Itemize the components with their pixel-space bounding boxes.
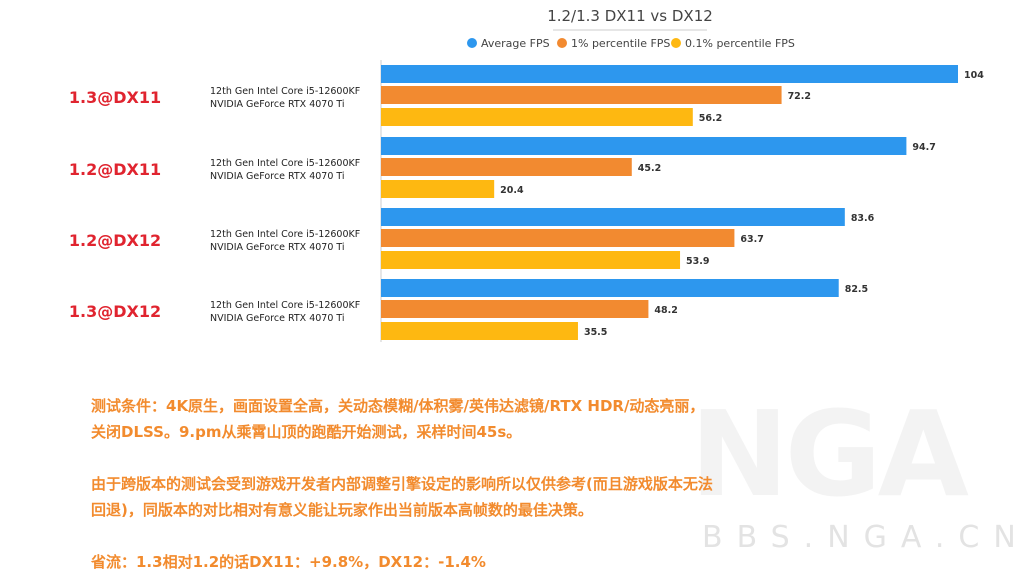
chart-title: 1.2/1.3 DX11 vs DX12 xyxy=(547,7,713,25)
data-label: 104 xyxy=(964,70,984,81)
note-gap xyxy=(91,445,811,471)
bar xyxy=(381,108,693,126)
bar xyxy=(381,180,495,198)
bar xyxy=(381,86,782,104)
legend-marker xyxy=(467,38,477,48)
bar xyxy=(381,279,839,297)
bar xyxy=(381,208,845,226)
hardware-label: NVIDIA GeForce RTX 4070 Ti xyxy=(210,171,345,182)
data-label: 72.2 xyxy=(788,91,811,102)
data-label: 35.5 xyxy=(584,327,607,338)
legend-marker xyxy=(671,38,681,48)
hardware-label: 12th Gen Intel Core i5-12600KF xyxy=(210,158,360,169)
data-label: 63.7 xyxy=(740,234,763,245)
bar-group: 1.2@DX11 12th Gen Intel Core i5-12600KF NV… xyxy=(69,137,936,198)
legend-label: Average FPS xyxy=(481,37,550,50)
data-label: 82.5 xyxy=(845,284,868,295)
data-label: 48.2 xyxy=(654,305,677,316)
bar xyxy=(381,251,681,269)
category-label: 1.2@DX12 xyxy=(69,231,161,250)
bar-groups: 1.3@DX11 12th Gen Intel Core i5-12600KF NV… xyxy=(69,65,984,340)
summary-line: 省流：1.3相对1.2的话DX11：+9.8%，DX12：-1.4% xyxy=(91,553,486,571)
nga-watermark-logo: NGA xyxy=(690,385,969,523)
bar xyxy=(381,229,735,247)
bar-group: 1.2@DX12 12th Gen Intel Core i5-12600KF NV… xyxy=(69,208,875,269)
legend-label: 1% percentile FPS xyxy=(571,37,670,50)
category-label: 1.2@DX11 xyxy=(69,160,161,179)
data-label: 94.7 xyxy=(912,142,935,153)
hardware-label: NVIDIA GeForce RTX 4070 Ti xyxy=(210,242,345,253)
bar-group: 1.3@DX12 12th Gen Intel Core i5-12600KF NV… xyxy=(69,279,868,340)
data-label: 83.6 xyxy=(851,213,875,224)
test-notes: 测试条件：4K原生，画面设置全高，关动态模糊/体积雾/英伟达滤镜/RTX HDR… xyxy=(91,393,811,575)
data-label: 56.2 xyxy=(699,113,722,124)
bar xyxy=(381,300,649,318)
legend-label: 0.1% percentile FPS xyxy=(685,37,795,50)
note-line: 回退)，同版本的对比相对有意义能让玩家作出当前版本高帧数的最佳决策。 xyxy=(91,501,593,519)
bar-group: 1.3@DX11 12th Gen Intel Core i5-12600KF NV… xyxy=(69,65,984,126)
bar xyxy=(381,322,578,340)
data-label: 45.2 xyxy=(638,163,661,174)
fps-bar-chart: 1.2/1.3 DX11 vs DX12 Average FPS 1% perce… xyxy=(69,7,984,342)
category-label: 1.3@DX12 xyxy=(69,302,161,321)
note-line: 由于跨版本的测试会受到游戏开发者内部调整引擎设定的影响所以仅供参考(而且游戏版本… xyxy=(91,475,713,493)
nga-watermark-url: BBS.NGA.CN xyxy=(702,520,1024,555)
legend-marker xyxy=(557,38,567,48)
bar xyxy=(381,158,632,176)
hardware-label: 12th Gen Intel Core i5-12600KF xyxy=(210,229,360,240)
hardware-label: NVIDIA GeForce RTX 4070 Ti xyxy=(210,99,345,110)
note-line: 测试条件：4K原生，画面设置全高，关动态模糊/体积雾/英伟达滤镜/RTX HDR… xyxy=(91,397,705,415)
category-label: 1.3@DX11 xyxy=(69,88,161,107)
hardware-label: 12th Gen Intel Core i5-12600KF xyxy=(210,86,360,97)
bar xyxy=(381,65,958,83)
data-label: 53.9 xyxy=(686,256,709,267)
hardware-label: NVIDIA GeForce RTX 4070 Ti xyxy=(210,313,345,324)
note-line: 关闭DLSS。9.pm从乘霄山顶的跑酷开始测试，采样时间45s。 xyxy=(91,423,522,441)
note-gap xyxy=(91,523,811,549)
hardware-label: 12th Gen Intel Core i5-12600KF xyxy=(210,300,360,311)
bar xyxy=(381,137,907,155)
data-label: 20.4 xyxy=(500,185,524,196)
chart-legend: Average FPS 1% percentile FPS 0.1% percent… xyxy=(467,37,795,50)
